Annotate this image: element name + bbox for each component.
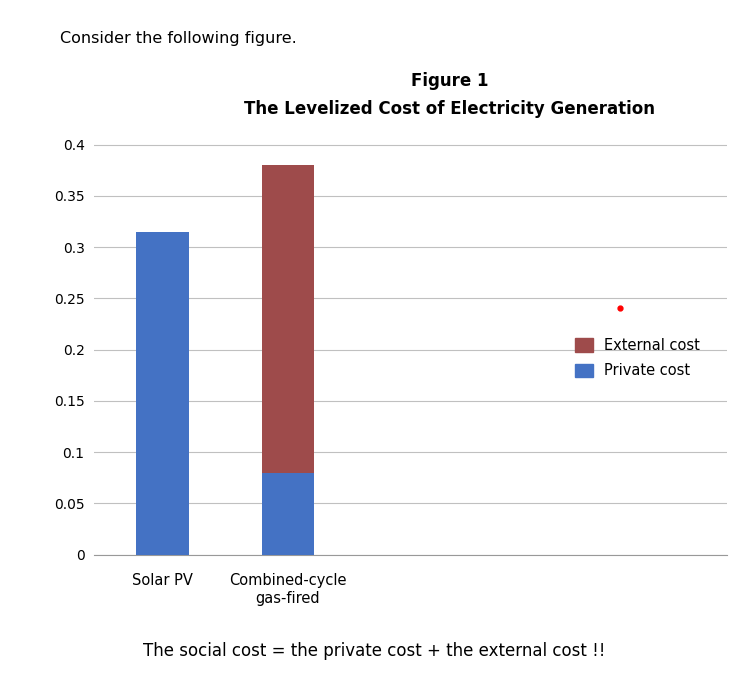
Legend: External cost, Private cost: External cost, Private cost	[575, 338, 700, 378]
Bar	[261, 165, 314, 473]
Text: The Levelized Cost of Electricity Generation: The Levelized Cost of Electricity Genera…	[244, 100, 655, 118]
Bar	[136, 232, 189, 555]
Bar	[261, 473, 314, 555]
Text: The social cost = the private cost + the external cost !!: The social cost = the private cost + the…	[143, 642, 606, 660]
Text: Consider the following figure.: Consider the following figure.	[60, 31, 297, 46]
Text: Figure 1: Figure 1	[410, 72, 488, 90]
